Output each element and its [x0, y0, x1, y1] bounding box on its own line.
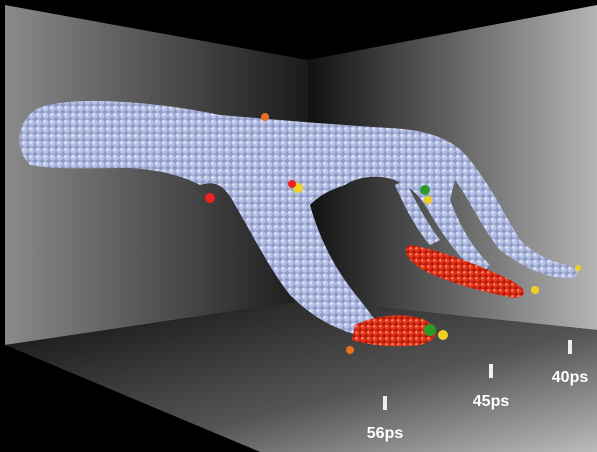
- time-label: 40ps: [552, 369, 589, 386]
- tick: [383, 396, 387, 410]
- time-label: 45ps: [473, 393, 510, 410]
- tick: [489, 364, 493, 378]
- simulation-render: 56ps 45ps 40ps: [0, 0, 597, 452]
- tick: [568, 340, 572, 354]
- time-label: 56ps: [367, 425, 404, 442]
